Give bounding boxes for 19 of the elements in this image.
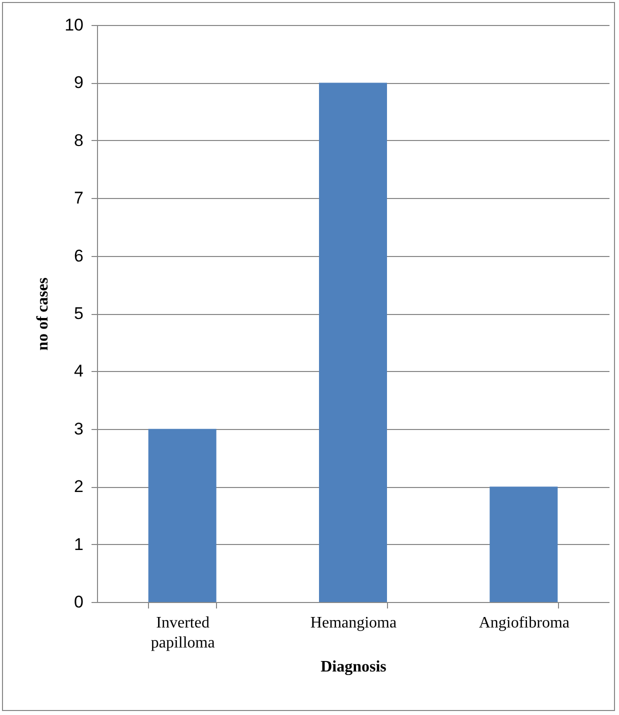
x-tick-label: Inverted papilloma [150, 614, 215, 652]
y-tick-label: 3 [74, 419, 84, 438]
y-tick-label: 10 [64, 16, 84, 34]
y-tick-label: 0 [74, 592, 84, 612]
bar [319, 82, 387, 602]
y-tick-label: 1 [74, 534, 84, 554]
x-axis-title: Diagnosis [320, 658, 386, 676]
y-tick-label: 7 [74, 188, 84, 208]
y-tick-label: 2 [74, 477, 84, 496]
bar [490, 486, 558, 602]
y-axis-title: no of cases [34, 278, 52, 350]
x-tick-label: Angiofibroma [478, 614, 570, 632]
y-tick-label: 4 [74, 362, 84, 381]
x-tick-label: Hemangioma [310, 614, 397, 632]
bar [148, 428, 216, 602]
y-tick-label: 9 [74, 73, 84, 92]
y-tick-label: 5 [74, 304, 84, 323]
y-tick-label: 6 [74, 246, 84, 266]
y-tick-label: 8 [74, 130, 84, 150]
